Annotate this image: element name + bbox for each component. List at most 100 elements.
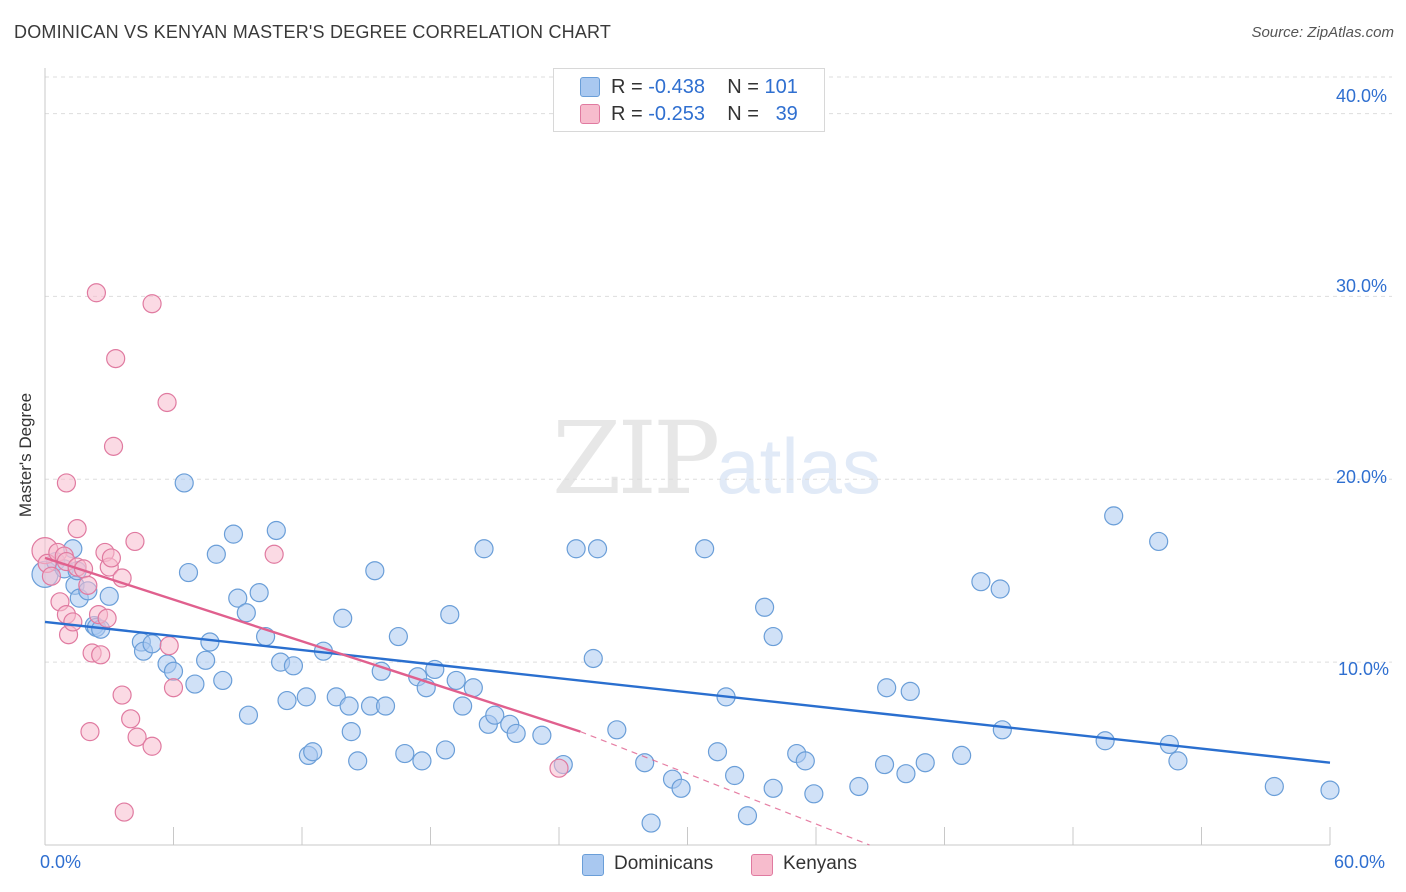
- dominicans-point: [446, 670, 466, 691]
- dominicans-point: [607, 720, 627, 740]
- legend-r-value: -0.253: [648, 103, 705, 125]
- dominicans-point: [236, 603, 256, 623]
- dominicans-point: [341, 722, 361, 742]
- dominicans-point: [375, 696, 396, 716]
- kenyans-point: [127, 727, 147, 747]
- source-credit: Source: ZipAtlas.com: [1251, 24, 1394, 41]
- dominicans-point: [163, 661, 184, 681]
- kenyans-point: [103, 436, 124, 456]
- legend-n-value: 39: [775, 103, 798, 125]
- trend-lines: [44, 556, 1331, 846]
- dominicans-point: [707, 742, 728, 762]
- legend-swatch-kenyans: [580, 104, 600, 124]
- dominicans-point: [971, 572, 991, 592]
- dominicans-point: [1104, 506, 1124, 526]
- kenyans-point: [264, 544, 284, 564]
- kenyans-point: [142, 294, 162, 314]
- dominicans-point: [223, 524, 244, 544]
- series-legend-label-dominicans: Dominicans: [614, 853, 714, 874]
- kenyans-point: [41, 566, 62, 586]
- kenyans-point: [67, 519, 87, 539]
- dominicans-point: [763, 778, 783, 798]
- dominicans-point: [388, 626, 408, 647]
- dominicans-point: [695, 539, 715, 559]
- trend-line-kenyans: [44, 556, 581, 733]
- dominicans-point: [185, 674, 205, 694]
- dominicans-point: [671, 778, 691, 798]
- dominicans-point: [178, 562, 199, 583]
- dominicans-point: [641, 813, 661, 833]
- series-legend-swatch-dominicans: [582, 854, 604, 876]
- kenyans-point: [112, 685, 132, 705]
- legend-r-value: -0.438: [648, 76, 705, 98]
- dominicans-point: [532, 725, 552, 745]
- grid-lines: [45, 76, 1392, 663]
- dominicans-point: [333, 608, 353, 628]
- kenyans-point: [63, 612, 83, 632]
- legend-r-label: R =: [611, 76, 643, 98]
- dominicans-point: [238, 705, 259, 725]
- dominicans-point: [763, 626, 783, 647]
- kenyans-point: [86, 283, 107, 303]
- dominicans-point: [1149, 531, 1169, 552]
- dominicans-point: [1095, 731, 1115, 751]
- legend-r-label: R =: [611, 103, 643, 125]
- legend-swatch-dominicans: [580, 77, 600, 97]
- dominicans-point: [915, 753, 935, 773]
- kenyans-point: [97, 608, 117, 628]
- series-kenyans: [31, 283, 569, 822]
- dominicans-point: [795, 751, 815, 771]
- dominicans-point: [174, 473, 194, 493]
- dominicans-point: [412, 751, 432, 771]
- trend-line-kenyans-extension: [580, 731, 870, 846]
- dominicans-point: [485, 705, 505, 725]
- legend-n-value: 101: [764, 76, 798, 98]
- kenyans-point: [157, 392, 177, 413]
- legend-n-label: N =: [727, 76, 759, 98]
- dominicans-point: [896, 764, 916, 784]
- kenyans-point: [163, 678, 184, 698]
- dominicans-point: [754, 597, 775, 617]
- dominicans-point: [1264, 776, 1284, 797]
- dominicans-point: [877, 678, 897, 698]
- dominicans-point: [303, 742, 323, 762]
- y-tick-label-30: 30.0%: [1336, 276, 1388, 296]
- dominicans-point: [196, 650, 216, 670]
- dominicans-point: [587, 539, 608, 559]
- x-tick-label-max: 60.0%: [1334, 852, 1386, 872]
- dominicans-point: [583, 648, 603, 669]
- dominicans-point: [506, 723, 526, 744]
- dominicans-point: [365, 561, 385, 581]
- dominicans-point: [804, 784, 824, 804]
- dominicans-point: [440, 604, 460, 625]
- trend-line-dominicans: [44, 620, 1331, 764]
- dominicans-point: [1168, 751, 1188, 771]
- dominicans-point: [725, 765, 745, 786]
- dominicans-point: [339, 696, 359, 716]
- dominicans-point: [277, 690, 297, 711]
- kenyans-point: [56, 473, 77, 493]
- series-dominicans: [31, 473, 1340, 833]
- kenyans-point: [78, 575, 98, 595]
- axes: [44, 68, 1331, 846]
- y-tick-label-40: 40.0%: [1336, 86, 1388, 106]
- dominicans-point: [200, 632, 220, 652]
- kenyans-point: [80, 722, 100, 742]
- dominicans-point: [348, 751, 368, 771]
- dominicans-point: [213, 670, 233, 691]
- legend-n-label: N =: [727, 103, 759, 125]
- y-tick-label-20: 20.0%: [1336, 467, 1388, 487]
- kenyans-point: [121, 709, 141, 729]
- dominicans-point: [228, 588, 248, 608]
- dominicans-point: [737, 806, 758, 826]
- kenyans-point: [114, 802, 134, 822]
- dominicans-point: [992, 720, 1012, 740]
- kenyans-point: [159, 636, 179, 656]
- y-tick-label-10: 10.0%: [1338, 659, 1390, 679]
- dominicans-point: [566, 539, 586, 559]
- kenyans-point: [106, 349, 126, 369]
- dominicans-point: [952, 745, 972, 766]
- dominicans-point: [874, 754, 895, 775]
- x-tick-label-min: 0.0%: [40, 852, 82, 872]
- dominicans-point: [474, 539, 494, 559]
